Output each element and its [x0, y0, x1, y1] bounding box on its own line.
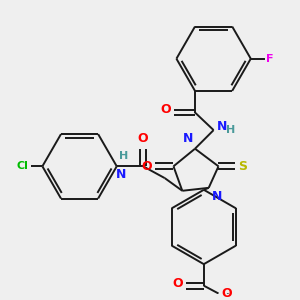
Text: N: N	[212, 190, 222, 203]
Text: O: O	[221, 287, 232, 300]
Text: N: N	[217, 120, 227, 133]
Text: F: F	[266, 54, 274, 64]
Text: O: O	[172, 277, 183, 290]
Text: O: O	[138, 132, 148, 145]
Text: H: H	[119, 152, 128, 161]
Text: Cl: Cl	[17, 161, 29, 171]
Text: S: S	[238, 160, 247, 173]
Text: O: O	[160, 103, 170, 116]
Text: H: H	[226, 125, 236, 135]
Text: N: N	[183, 132, 193, 145]
Text: N: N	[116, 168, 126, 181]
Text: O: O	[141, 160, 152, 173]
